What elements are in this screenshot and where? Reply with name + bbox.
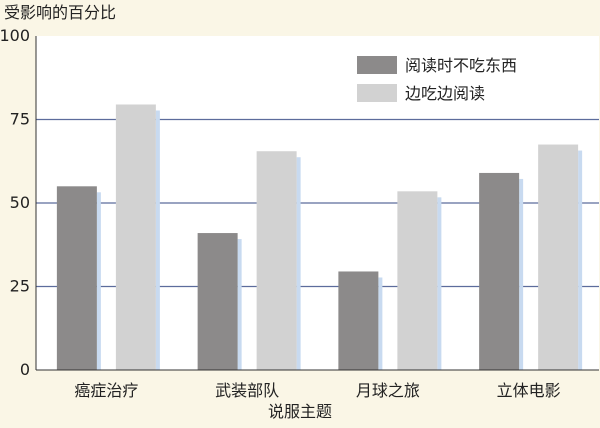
bar-shadow [296,157,301,370]
bar-shadow [237,239,242,370]
bar-shadow [519,178,524,370]
bar-2-1 [115,104,156,370]
category-label: 月球之旅 [356,381,420,400]
y-tick-label: 75 [10,110,30,129]
category-label: 癌症治疗 [74,381,138,400]
legend-label-series-2: 边吃边阅读 [405,84,485,103]
y-tick-label: 100 [0,26,30,45]
y-tick-label: 25 [10,277,30,296]
bars [56,104,583,370]
bar-shadow [578,150,583,370]
bar-shadow [437,197,442,370]
y-tick-label: 50 [10,193,30,212]
bar-shadow [378,277,383,370]
bar-1-3 [338,271,379,370]
bar-1-2 [197,233,238,370]
bar-1-4 [479,172,520,370]
bar-shadow [96,192,101,370]
bar-2-2 [256,151,297,370]
legend: 阅读时不吃东西 边吃边阅读 [357,56,517,103]
y-axis-label: 受影响的百分比 [4,3,116,22]
category-label: 武装部队 [215,381,279,400]
category-labels: 癌症治疗 武装部队 月球之旅 立体电影 [74,381,560,400]
bar-2-3 [397,191,438,370]
y-tick-labels: 0 25 50 75 100 [0,26,30,379]
bar-1-1 [56,186,97,370]
legend-swatch-series-2 [357,84,397,102]
y-tick-label: 0 [20,360,30,379]
bar-2-4 [538,144,579,370]
legend-swatch-series-1 [357,56,397,74]
legend-label-series-1: 阅读时不吃东西 [405,56,517,75]
x-axis-label: 说服主题 [268,402,332,421]
category-label: 立体电影 [497,381,561,400]
bar-shadow [155,110,160,370]
